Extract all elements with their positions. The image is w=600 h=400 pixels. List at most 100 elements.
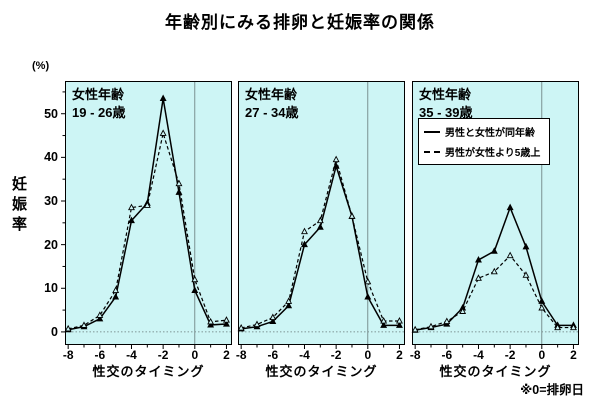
triangle-marker-solid: [316, 223, 324, 230]
dashed-line-icon: [424, 150, 440, 153]
x-tick-label: -8: [235, 348, 247, 362]
triangle-marker-dashed: [128, 203, 135, 211]
triangle-marker-dashed: [490, 267, 498, 275]
triangle-marker-solid: [396, 321, 403, 328]
triangle-marker-solid: [128, 216, 135, 224]
chart-title: 年齢別にみる排卵と妊娠率の関係: [165, 13, 435, 32]
triangle-marker-dashed: [143, 201, 151, 208]
triangle-marker-dashed: [223, 316, 230, 323]
x-tick-label: -6: [267, 348, 279, 362]
triangle-marker-solid: [112, 293, 120, 300]
x-tick-label: -2: [504, 348, 516, 362]
plot-background: [238, 81, 405, 345]
triangle-marker-solid: [522, 242, 530, 250]
triangle-marker-solid: [96, 314, 104, 322]
triangle-marker-solid: [506, 203, 514, 211]
legend-label: 男性と女性が同年齢: [445, 128, 535, 139]
triangle-marker-dashed: [506, 251, 514, 259]
triangle-marker-dashed: [348, 212, 356, 219]
triangle-marker-dashed: [570, 323, 577, 331]
triangle-marker-dashed: [80, 321, 88, 328]
triangle-marker-dashed: [269, 313, 277, 321]
line-chart-age-27-34: [237, 81, 405, 349]
triangle-marker-solid: [207, 320, 215, 328]
triangle-marker-dashed: [159, 129, 167, 136]
panel-age-27-34: 女性年齢 27 - 34歳 -8 -6 -4 -2 0 2 性交のタイミング: [236, 81, 405, 379]
legend-item-same-age: 男性と女性が同年齢: [424, 124, 544, 139]
panel-header: 女性年齢 19 - 26歳: [72, 86, 125, 121]
x-tick-label: -8: [62, 348, 74, 362]
triangle-marker-dashed: [554, 323, 562, 331]
panel-header-line1: 女性年齢: [72, 87, 125, 102]
triangle-marker-dashed: [380, 317, 388, 324]
triangle-marker-dashed: [411, 325, 419, 333]
triangle-marker-dashed: [191, 275, 199, 283]
triangle-marker-solid: [159, 94, 167, 102]
x-tick-label: 2: [223, 348, 230, 362]
y-tick-label: 50: [44, 106, 58, 121]
triangle-marker-dashed: [237, 324, 245, 331]
triangle-marker-dashed: [253, 320, 261, 328]
triangle-marker-dashed: [332, 155, 340, 163]
triangle-marker-solid: [301, 240, 308, 248]
x-tick-label: 0: [191, 348, 199, 362]
y-tick-label: 40: [44, 150, 58, 165]
panel-header-line2: 19 - 26歳: [72, 104, 126, 120]
triangle-marker-dashed: [316, 216, 324, 224]
y-tick-label: 0: [51, 324, 58, 339]
x-axis-title: 性交のタイミング: [265, 364, 378, 379]
x-tick-label: -6: [94, 348, 106, 362]
triangle-marker-solid: [380, 321, 388, 328]
triangle-marker-solid: [223, 320, 230, 327]
triangle-marker-dashed: [522, 271, 530, 278]
triangle-marker-dashed: [112, 286, 120, 294]
triangle-marker-solid: [490, 247, 498, 254]
x-axis-title: 性交のタイミング: [92, 364, 205, 379]
x-axis-title: 性交のタイミング: [439, 364, 552, 379]
x-tick-label: 0: [364, 348, 372, 362]
legend: 男性と女性が同年齢 男性が女性より5歳上: [418, 118, 550, 165]
triangle-marker-dashed: [207, 317, 215, 325]
triangle-marker-solid: [538, 297, 546, 304]
y-tick-label: 10: [44, 281, 58, 296]
triangle-marker-solid: [364, 293, 372, 300]
solid-line-icon: [424, 130, 440, 133]
panel-header-line1: 女性年齢: [419, 87, 472, 102]
x-tick-label: 0: [538, 348, 546, 362]
triangle-marker-dashed: [475, 274, 482, 281]
triangle-marker-dashed: [459, 307, 467, 314]
triangle-marker-solid: [285, 301, 293, 309]
y-axis-title: 妊娠率: [10, 176, 27, 236]
triangle-marker-dashed: [96, 311, 104, 318]
legend-item-man-5y-older: 男性が女性より5歳上: [424, 144, 544, 159]
x-tick-label: 2: [570, 348, 577, 362]
plot-background: [65, 81, 232, 345]
triangle-marker-dashed: [427, 322, 435, 330]
x-tick-label: -6: [441, 348, 453, 362]
footnote: ※0=排卵日: [520, 383, 584, 397]
triangle-marker-solid: [475, 255, 482, 263]
y-tick-label: 30: [44, 194, 58, 208]
x-tick-label: -2: [157, 348, 169, 362]
y-axis-unit-label: (%): [32, 60, 50, 72]
triangle-marker-dashed: [64, 324, 72, 332]
triangle-marker-solid: [191, 286, 199, 294]
triangle-marker-dashed: [538, 303, 546, 311]
triangle-marker-solid: [269, 317, 277, 324]
x-tick-label: -4: [126, 348, 137, 362]
plot-border: [65, 81, 232, 345]
triangle-marker-dashed: [364, 277, 372, 285]
x-tick-label: -4: [473, 348, 484, 362]
triangle-marker-dashed: [301, 227, 308, 235]
triangle-marker-dashed: [396, 317, 403, 324]
triangle-marker-dashed: [443, 317, 451, 324]
panel-header: 女性年齢 27 - 34歳: [245, 86, 298, 121]
panel-header-line2: 27 - 34歳: [245, 104, 299, 120]
x-tick-label: 2: [396, 348, 403, 362]
x-tick-label: -4: [299, 348, 310, 362]
x-tick-label: -2: [330, 348, 342, 362]
plot-border: [238, 81, 405, 345]
triangle-marker-dashed: [285, 297, 293, 304]
plot-border: [412, 81, 579, 345]
